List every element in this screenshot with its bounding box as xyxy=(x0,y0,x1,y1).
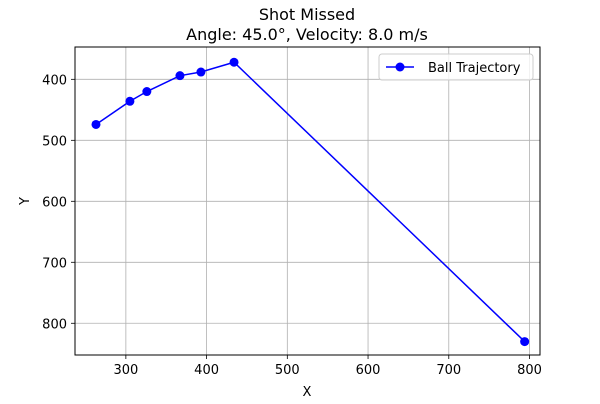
trajectory-point xyxy=(196,67,206,77)
legend-box xyxy=(378,53,534,81)
y-tick-label: 800 xyxy=(42,317,67,332)
y-tick-label: 700 xyxy=(42,256,67,271)
x-tick-label: 400 xyxy=(194,363,219,378)
y-axis-label: Y xyxy=(18,197,33,206)
y-tick-label: 500 xyxy=(42,134,67,149)
trajectory-point xyxy=(520,337,530,347)
chart-title: Shot Missed xyxy=(259,5,355,24)
trajectory-point xyxy=(91,119,101,129)
x-axis-label: X xyxy=(303,385,312,400)
legend-label: Ball Trajectory xyxy=(428,61,521,76)
legend-marker-swatch xyxy=(395,62,405,72)
series-layer xyxy=(91,57,530,347)
legend: Ball Trajectory xyxy=(378,53,534,81)
x-tick-label: 800 xyxy=(517,363,542,378)
trajectory-point xyxy=(175,71,185,81)
x-tick-label: 500 xyxy=(275,363,300,378)
x-tick-label: 700 xyxy=(436,363,461,378)
ticks-layer: 300 400 500 600 700 800 400 500 600 700 800 xyxy=(42,73,542,378)
y-tick-label: 600 xyxy=(42,195,67,210)
grid-layer xyxy=(75,47,540,355)
trajectory-point xyxy=(125,96,135,106)
trajectory-point xyxy=(142,87,152,97)
trajectory-point xyxy=(229,57,239,67)
x-tick-label: 600 xyxy=(356,363,381,378)
x-tick-label: 300 xyxy=(113,363,138,378)
y-tick-label: 400 xyxy=(42,73,67,88)
chart-subtitle: Angle: 45.0°, Velocity: 8.0 m/s xyxy=(186,25,428,44)
